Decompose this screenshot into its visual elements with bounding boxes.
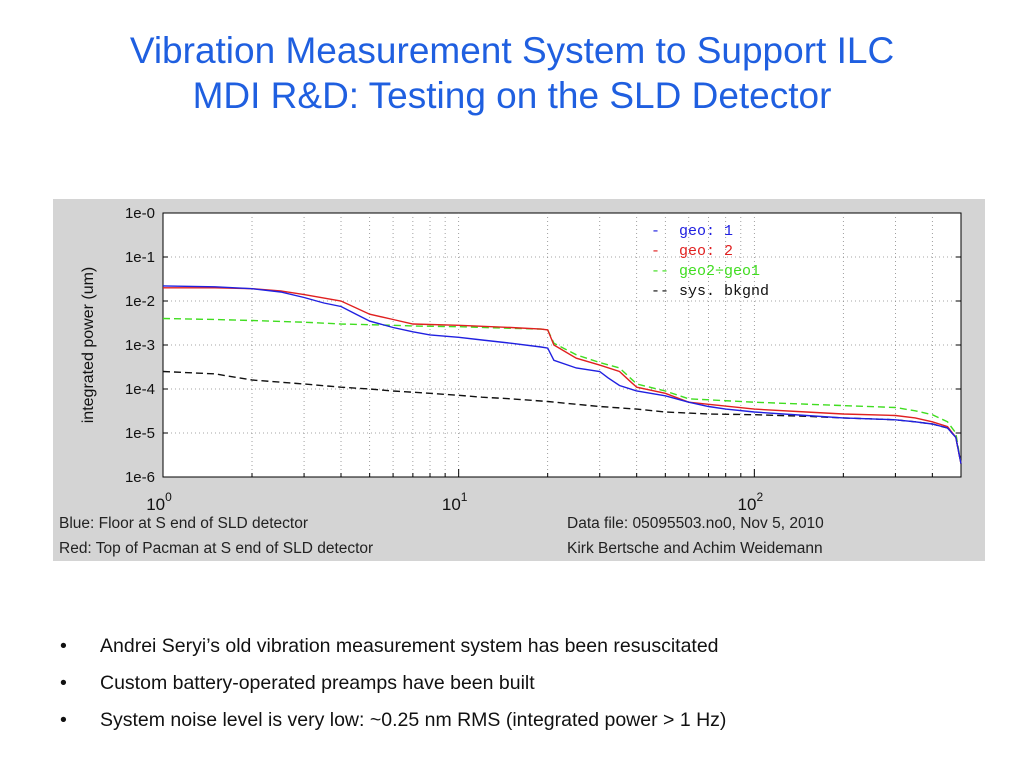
legend-marker: -- — [651, 283, 669, 300]
bullet-item: • Custom battery-operated preamps have be… — [60, 665, 726, 702]
legend-entry: geo: 1 — [679, 223, 733, 240]
x-tick-label: 100 — [146, 490, 172, 514]
caption-authors: Kirk Bertsche and Achim Weidemann — [567, 540, 823, 557]
series-line-1 — [163, 287, 962, 464]
title-line-1: Vibration Measurement System to Support … — [129, 30, 895, 71]
axis-ticks: 1e-0 1e-1 1e-2 1e-3 1e-4 1e-5 1e-6 100 101 102 — [125, 205, 961, 514]
series-lines — [162, 285, 962, 464]
y-axis-label: integrated power (um) — [80, 267, 97, 424]
bullet-dot: • — [60, 635, 67, 657]
chart-figure: 1e-0 1e-1 1e-2 1e-3 1e-4 1e-5 1e-6 100 101 102 - g… — [53, 199, 985, 561]
vibration-chart: 1e-0 1e-1 1e-2 1e-3 1e-4 1e-5 1e-6 100 101 102 - g… — [80, 205, 962, 514]
y-tick-label: 1e-5 — [125, 425, 155, 442]
y-tick-label: 1e-6 — [125, 469, 155, 486]
bullet-text: Andrei Seryi’s old vibration measurement… — [100, 635, 719, 657]
y-tick-label: 1e-0 — [125, 205, 155, 222]
caption-red: Red: Top of Pacman at S end of SLD detec… — [59, 540, 374, 557]
legend: - geo: 1 - geo: 2 -- geo2÷geo1 -- sys. bkgnd — [651, 223, 769, 300]
bullet-item: • System noise level is very low: ~0.25 n… — [60, 702, 726, 739]
legend-marker: - — [651, 223, 660, 240]
y-tick-label: 1e-2 — [125, 293, 155, 310]
bullet-list: • Andrei Seryi’s old vibration measuremen… — [60, 628, 726, 739]
bullet-text: Custom battery-operated preamps have bee… — [100, 672, 535, 694]
slide-title: Vibration Measurement System to Support … — [0, 28, 1024, 118]
y-tick-label: 1e-1 — [125, 249, 155, 266]
grid-lines — [163, 213, 961, 477]
y-tick-label: 1e-4 — [125, 381, 155, 398]
legend-marker: - — [651, 243, 660, 260]
x-tick-label: 101 — [442, 490, 468, 514]
series-line-0 — [162, 285, 962, 464]
plot-area — [162, 212, 962, 478]
bullet-text: System noise level is very low: ~0.25 nm… — [100, 709, 727, 731]
x-tick-label: 102 — [738, 490, 764, 514]
caption-datafile: Data file: 05095503.no0, Nov 5, 2010 — [567, 515, 824, 532]
bullet-dot: • — [60, 709, 67, 731]
title-line-2: MDI R&D: Testing on the SLD Detector — [192, 75, 832, 116]
bullet-item: • Andrei Seryi’s old vibration measuremen… — [60, 628, 726, 665]
legend-marker: -- — [651, 263, 669, 280]
legend-entry: geo2÷geo1 — [679, 263, 760, 280]
caption-blue: Blue: Floor at S end of SLD detector — [59, 515, 308, 532]
legend-entry: geo: 2 — [679, 243, 733, 260]
legend-entry: sys. bkgnd — [679, 283, 769, 300]
bullet-dot: • — [60, 672, 67, 694]
series-line-2 — [162, 317, 962, 464]
y-tick-label: 1e-3 — [125, 337, 155, 354]
